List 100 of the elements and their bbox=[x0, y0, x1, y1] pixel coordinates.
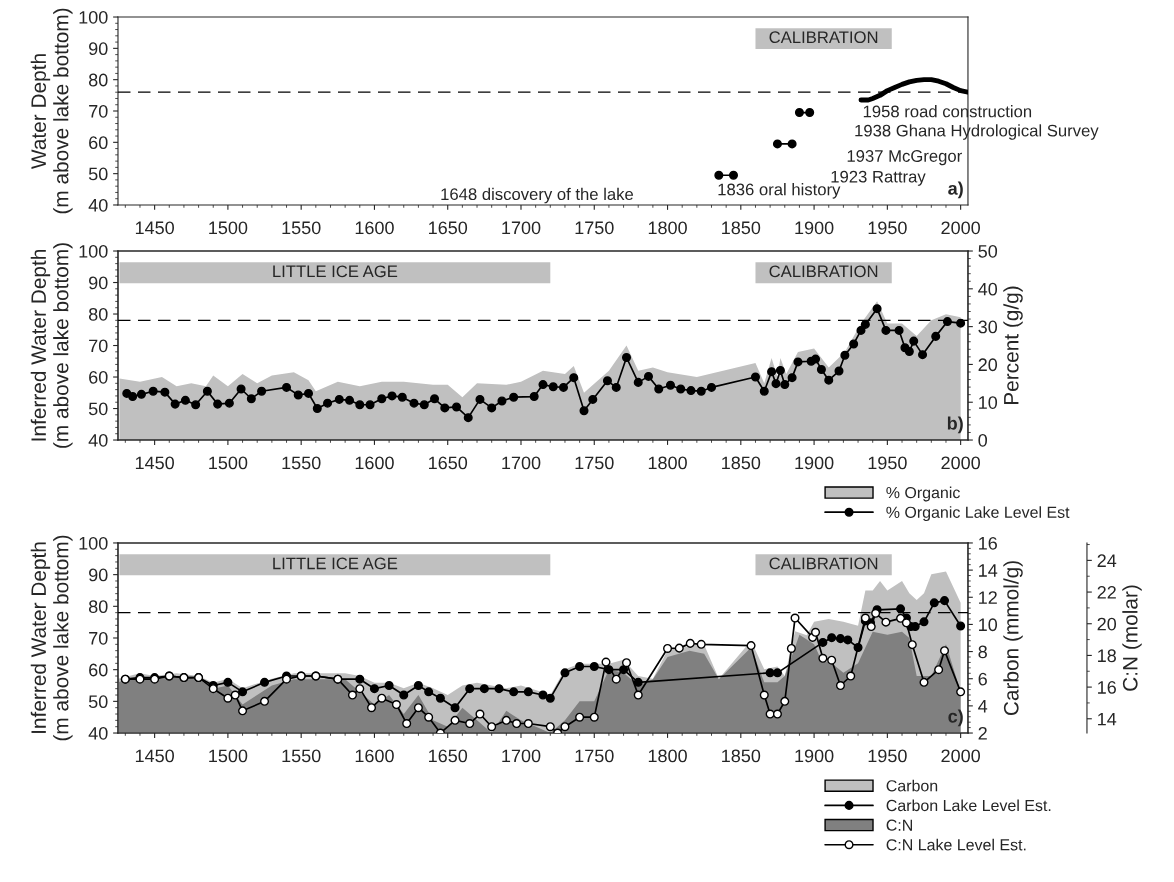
y-tick-label: 100 bbox=[79, 244, 108, 258]
y-tick-label: 40 bbox=[88, 726, 108, 740]
y2-tick-label: 0 bbox=[978, 433, 988, 447]
y-tick-label: 50 bbox=[88, 402, 108, 416]
y-axis-title: Water Depth (m above lake bottom) bbox=[30, 8, 73, 214]
y-tick-label: 60 bbox=[89, 663, 108, 677]
band-label: LITTLE ICE AGE bbox=[273, 265, 398, 278]
y-tick-label: 80 bbox=[88, 73, 108, 87]
legend-label: Carbon Lake Level Est. bbox=[886, 799, 1051, 812]
annotation: 1937 McGregor bbox=[847, 150, 962, 166]
x-tick-label: 1900 bbox=[795, 456, 834, 470]
x-tick-label: 1850 bbox=[722, 456, 761, 470]
y2-tick-label: 40 bbox=[978, 282, 998, 296]
y-tick-label: 90 bbox=[89, 568, 108, 582]
legend-label: % Organic Lake Level Est bbox=[886, 506, 1070, 522]
y-tick-label: 70 bbox=[89, 339, 108, 353]
y2-tick-label: 6 bbox=[978, 672, 987, 686]
annotation: 1648 discovery of the lake bbox=[441, 187, 634, 204]
y-tick-label: 100 bbox=[79, 10, 108, 24]
annotation: 1923 Rattray bbox=[831, 170, 926, 186]
x-tick-label: 1700 bbox=[502, 456, 541, 470]
band-label: CALIBRATION bbox=[769, 265, 878, 278]
x-tick-label: 1500 bbox=[209, 749, 248, 763]
y2-tick-label: 10 bbox=[979, 396, 998, 409]
y-tick-label: 80 bbox=[88, 307, 108, 321]
y3-tick-label: 18 bbox=[1098, 649, 1116, 663]
x-tick-label: 1950 bbox=[868, 221, 907, 235]
legend-label: % Organic bbox=[886, 486, 960, 502]
legend-label: Carbon bbox=[886, 779, 938, 792]
y-tick-label: 80 bbox=[88, 600, 108, 614]
x-tick-label: 1800 bbox=[648, 749, 687, 763]
x-tick-label: 1450 bbox=[135, 221, 174, 235]
y-tick-label: 60 bbox=[89, 136, 108, 150]
x-tick-label: 1850 bbox=[722, 749, 761, 763]
x-tick-label: 1750 bbox=[575, 221, 614, 235]
x-tick-label: 1550 bbox=[282, 749, 321, 763]
x-tick-label: 1800 bbox=[648, 456, 687, 470]
annotation: b) bbox=[947, 416, 963, 434]
x-tick-label: 1650 bbox=[429, 749, 468, 763]
x-tick-label: 1650 bbox=[429, 221, 468, 235]
band-label: CALIBRATION bbox=[769, 557, 878, 570]
y2-axis-title: Percent (g/g) bbox=[1003, 286, 1023, 405]
y-tick-label: 90 bbox=[89, 276, 108, 290]
x-tick-label: 1600 bbox=[355, 221, 394, 235]
x-tick-label: 1450 bbox=[135, 749, 174, 763]
x-tick-label: 2000 bbox=[941, 221, 981, 235]
x-tick-label: 1450 bbox=[135, 456, 174, 470]
x-tick-label: 1900 bbox=[795, 749, 834, 763]
y2-tick-label: 50 bbox=[978, 244, 998, 258]
legend-label: C:N Lake Level Est. bbox=[886, 838, 1026, 851]
y3-tick-label: 20 bbox=[1097, 617, 1117, 631]
x-tick-label: 1950 bbox=[868, 749, 907, 763]
x-tick-label: 1850 bbox=[722, 221, 761, 235]
y2-tick-label: 2 bbox=[978, 726, 987, 740]
x-tick-label: 1650 bbox=[429, 456, 468, 470]
y2-tick-label: 10 bbox=[979, 618, 998, 632]
x-tick-label: 1950 bbox=[868, 456, 907, 470]
band-label: CALIBRATION bbox=[769, 31, 878, 44]
y3-tick-label: 16 bbox=[1098, 681, 1116, 694]
annotation: a) bbox=[948, 181, 963, 199]
y3-tick-label: 22 bbox=[1097, 586, 1116, 599]
x-tick-label: 1550 bbox=[282, 221, 321, 235]
x-tick-label: 1600 bbox=[355, 456, 394, 470]
y2-tick-label: 20 bbox=[978, 358, 998, 372]
y2-tick-label: 8 bbox=[978, 645, 987, 659]
x-tick-label: 1700 bbox=[502, 749, 541, 763]
annotation: 1836 oral history bbox=[718, 183, 841, 199]
y2-tick-label: 14 bbox=[979, 564, 998, 577]
y-tick-label: 40 bbox=[88, 433, 108, 447]
y-tick-label: 70 bbox=[89, 104, 108, 118]
band-label: LITTLE ICE AGE bbox=[273, 557, 398, 570]
x-tick-label: 1750 bbox=[575, 749, 614, 763]
x-tick-label: 1600 bbox=[355, 749, 394, 763]
y2-tick-label: 4 bbox=[978, 700, 988, 713]
x-tick-label: 1500 bbox=[209, 456, 248, 470]
x-tick-label: 2000 bbox=[941, 749, 981, 763]
y3-tick-label: 24 bbox=[1097, 554, 1117, 567]
x-tick-label: 1700 bbox=[502, 221, 541, 235]
x-tick-label: 1750 bbox=[575, 456, 614, 470]
y-tick-label: 90 bbox=[89, 42, 108, 56]
legend-label: C:N bbox=[886, 819, 912, 831]
y2-tick-label: 16 bbox=[979, 536, 997, 550]
x-tick-label: 1550 bbox=[282, 456, 321, 470]
y-tick-label: 60 bbox=[89, 370, 108, 384]
y-tick-label: 50 bbox=[88, 695, 108, 709]
y2-tick-label: 30 bbox=[978, 320, 998, 334]
y3-axis-title: C:N (molar) bbox=[1122, 585, 1142, 691]
y3-tick-label: 14 bbox=[1098, 712, 1117, 726]
y2-axis-title: Carbon (mmol/g) bbox=[1003, 561, 1023, 716]
x-tick-label: 2000 bbox=[941, 456, 981, 470]
x-tick-label: 1800 bbox=[648, 221, 687, 235]
y-tick-label: 40 bbox=[88, 198, 108, 212]
y-axis-title: Inferred Water Depth (m above lake bottom) bbox=[30, 243, 73, 448]
y-tick-label: 100 bbox=[79, 536, 108, 550]
y-axis-title: Inferred Water Depth (m above lake bottom) bbox=[30, 535, 73, 741]
y-tick-label: 70 bbox=[89, 631, 108, 645]
y-tick-label: 50 bbox=[88, 167, 108, 181]
y2-tick-label: 12 bbox=[979, 591, 997, 604]
x-tick-label: 1500 bbox=[209, 221, 248, 235]
x-tick-label: 1900 bbox=[795, 221, 834, 235]
